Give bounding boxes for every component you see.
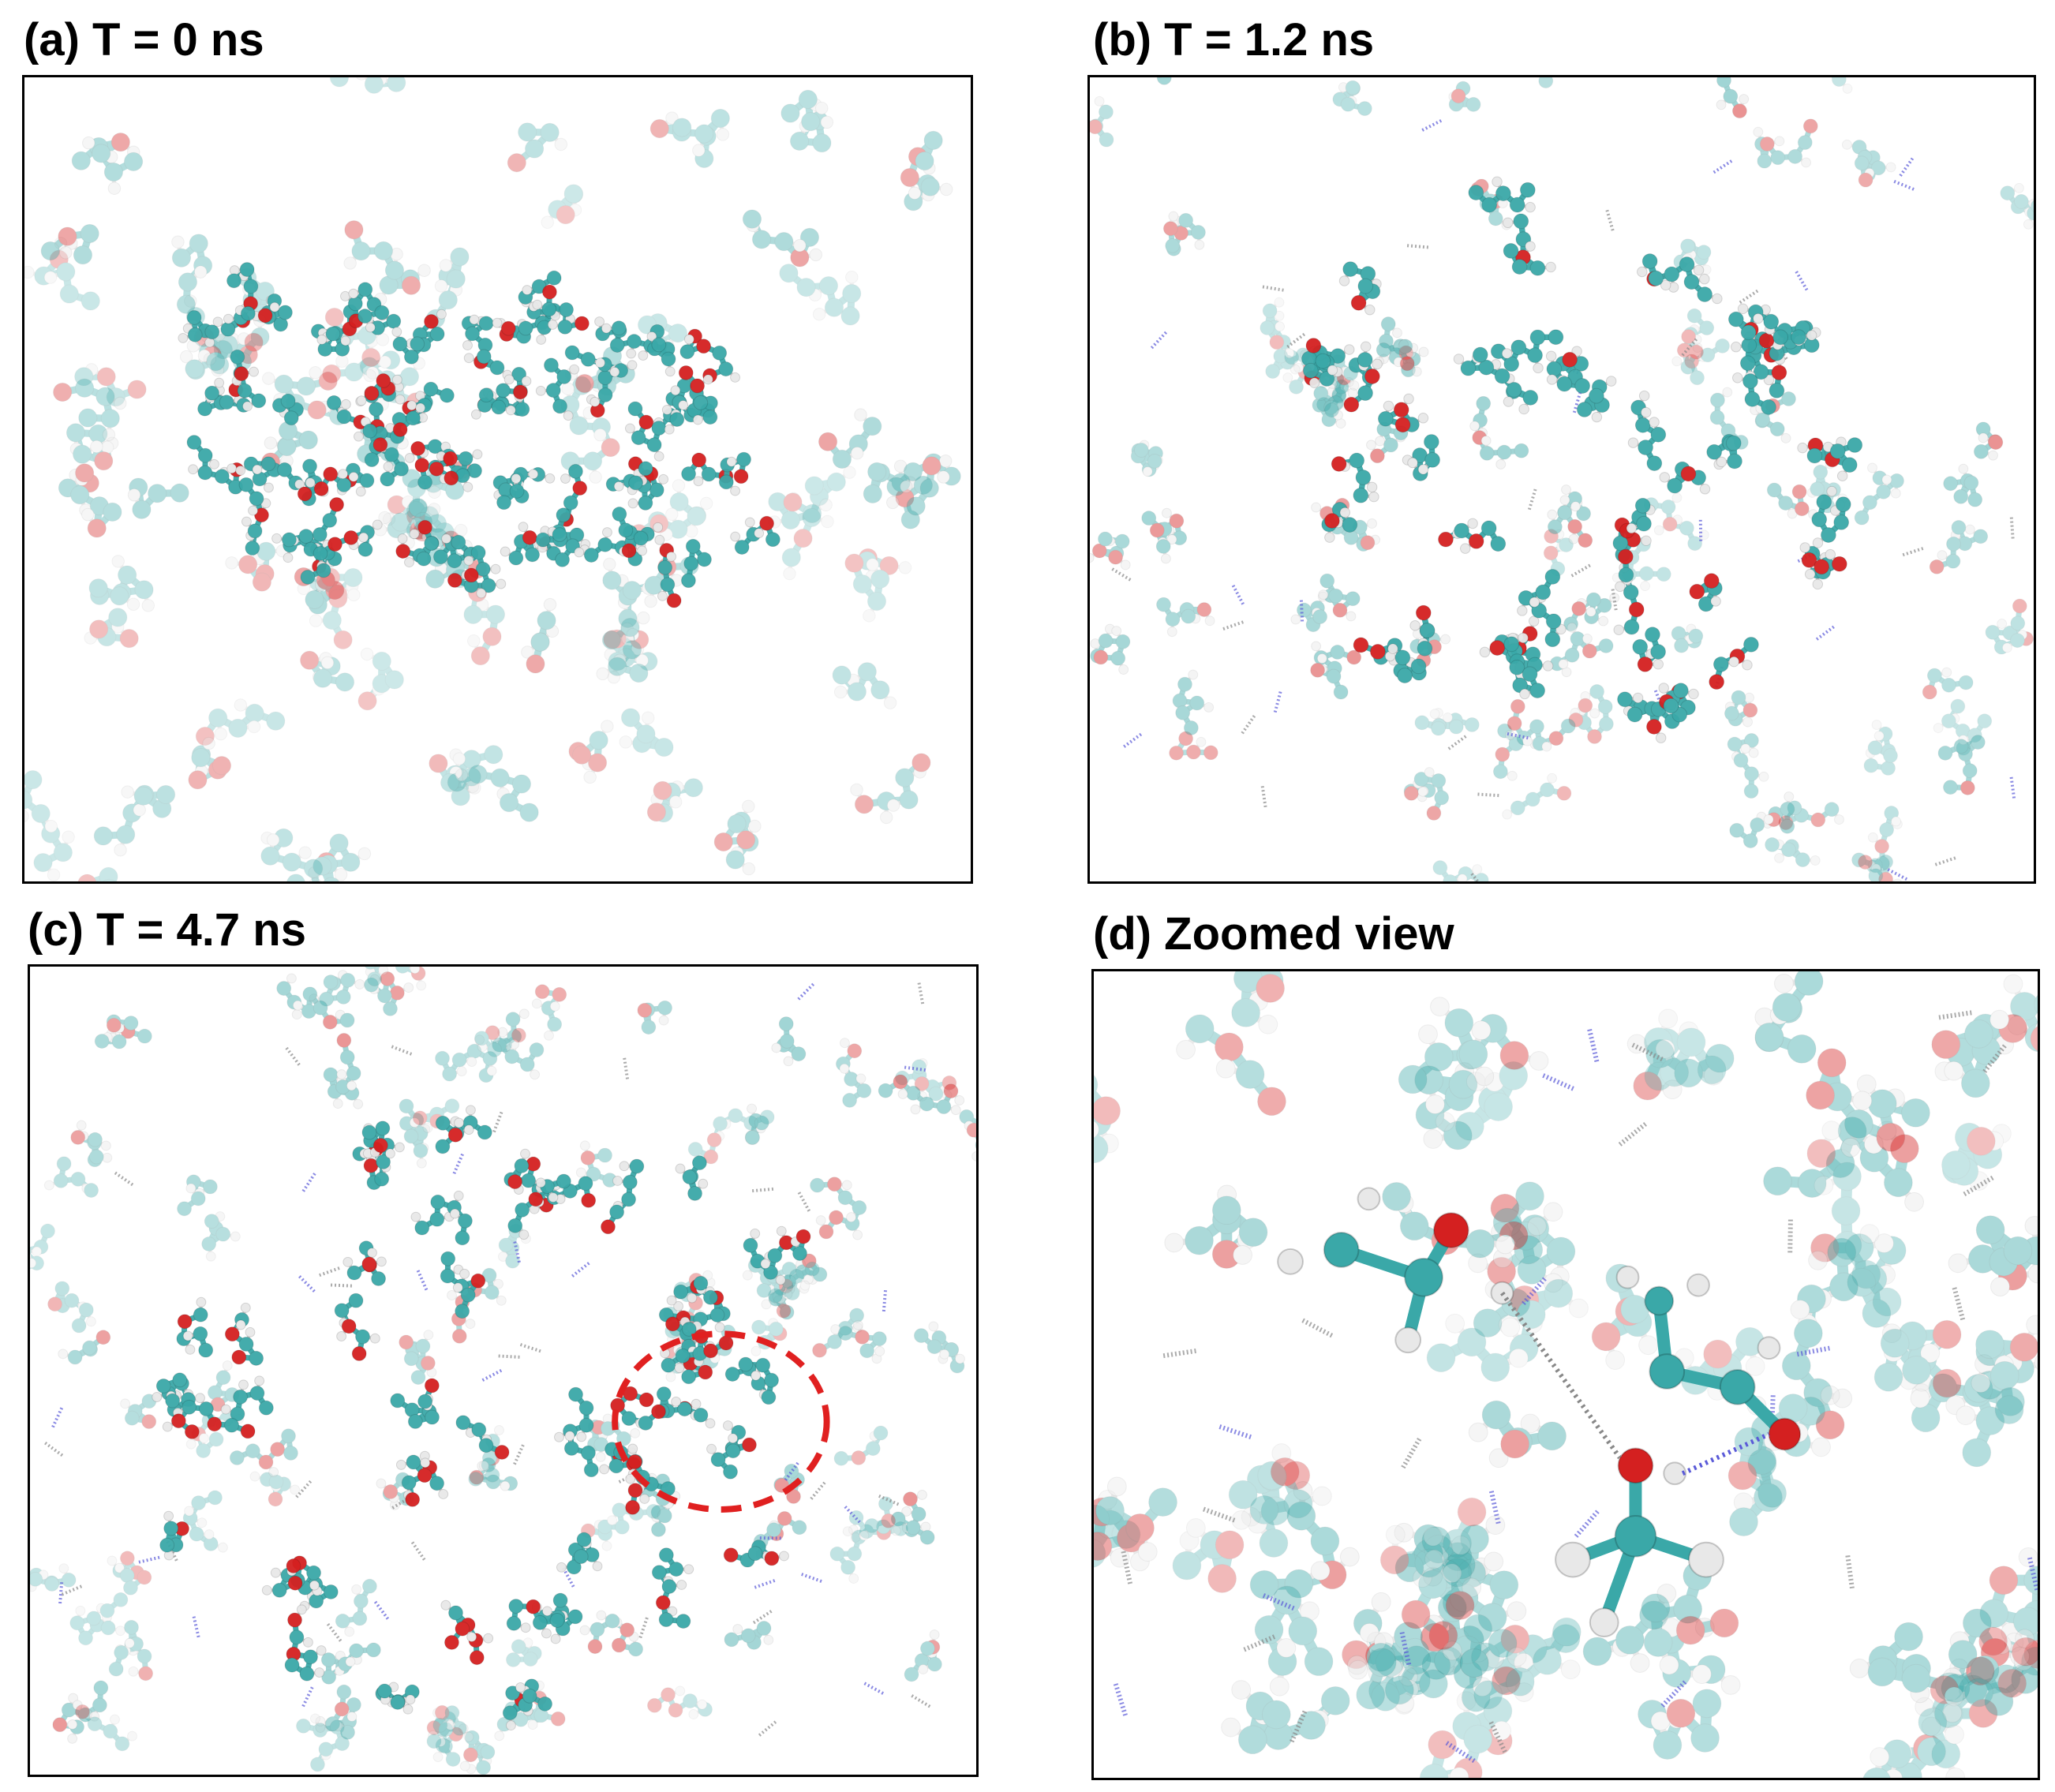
panel-b-image: [1087, 75, 2036, 884]
panel-a-title: (a) T = 0 ns: [24, 14, 264, 65]
molecular-snapshot-d: [1094, 971, 2038, 1778]
panel-a-image: [22, 75, 973, 884]
panel-b-title: (b) T = 1.2 ns: [1093, 14, 1375, 65]
molecular-snapshot-a: [24, 77, 961, 881]
panel-d-image: [1091, 969, 2040, 1780]
panel-d-title: (d) Zoomed view: [1093, 908, 1454, 960]
panel-c-title: (c) T = 4.7 ns: [28, 904, 306, 956]
molecular-snapshot-c: [30, 967, 976, 1775]
molecular-snapshot-b: [1090, 77, 2034, 881]
panel-c-image: [28, 964, 979, 1777]
